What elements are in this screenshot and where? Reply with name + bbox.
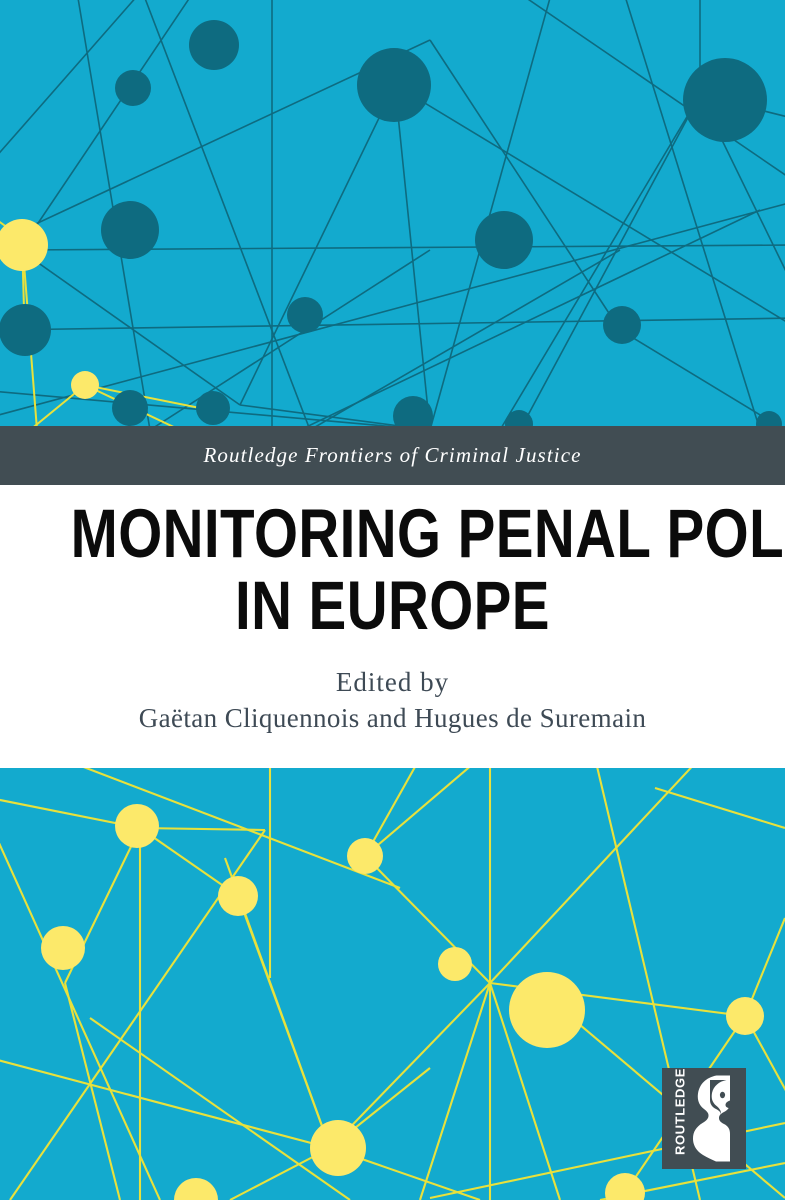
routledge-face-icon (693, 1075, 730, 1162)
title-area: MONITORING PENAL POLICY IN EUROPE Edited… (0, 485, 785, 768)
series-title: Routledge Frontiers of Criminal Justice (203, 443, 582, 467)
book-title-line-2: IN EUROPE (235, 567, 550, 644)
series-banner: Routledge Frontiers of Criminal Justice (0, 426, 785, 485)
top-network-graphic (0, 0, 785, 426)
editor-credit: Edited by Gaëtan Cliquennois and Hugues … (0, 664, 785, 736)
bottom-yellow-nodes (41, 804, 764, 1200)
top-network-lines (0, 0, 785, 426)
bottom-network-graphic (0, 768, 785, 1200)
bottom-network-artwork (0, 768, 785, 1200)
top-network-artwork (0, 0, 785, 426)
book-title-line-1: MONITORING PENAL POLICY (70, 495, 785, 572)
top-yellow-nodes (0, 219, 99, 399)
book-title: MONITORING PENAL POLICY IN EUROPE (70, 495, 785, 644)
top-dark-nodes (0, 20, 782, 426)
editor-names: Gaëtan Cliquennois and Hugues de Suremai… (138, 703, 647, 733)
edited-by-label: Edited by (335, 667, 450, 697)
routledge-logo: ROUTLEDGE (662, 1068, 746, 1169)
